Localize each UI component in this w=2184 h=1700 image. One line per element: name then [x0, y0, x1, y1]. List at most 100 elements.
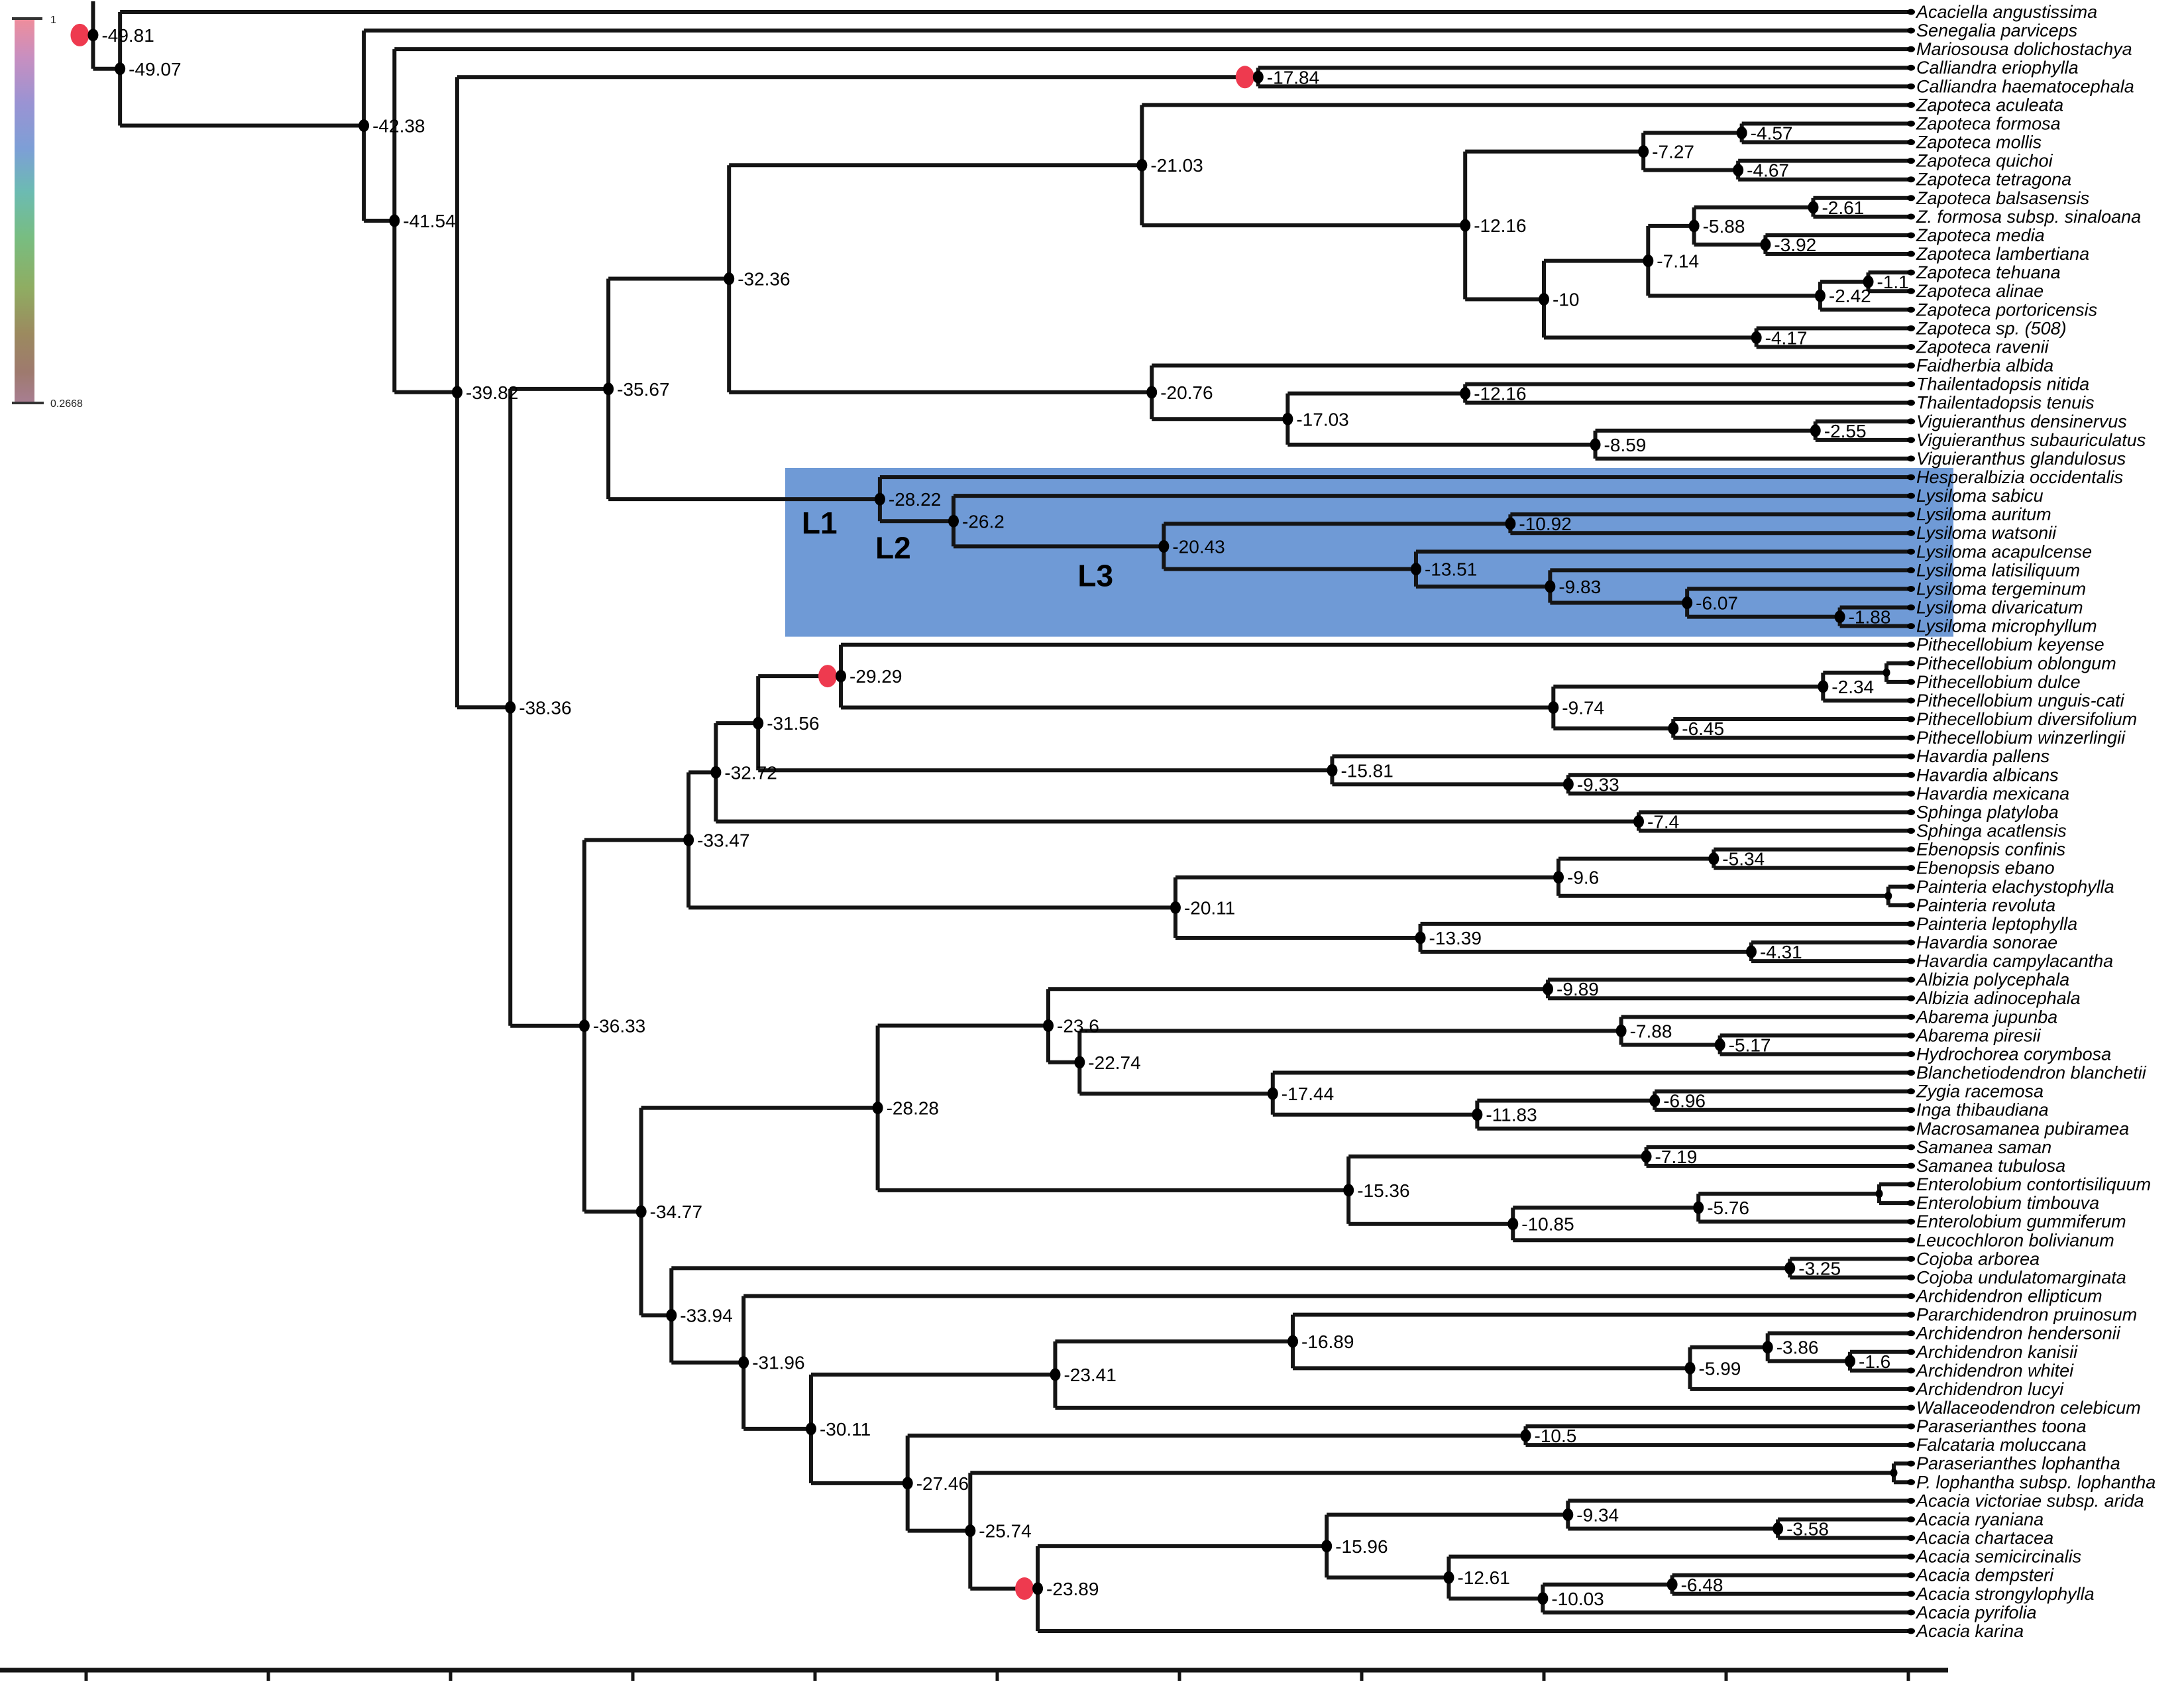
tip-species-label: Z. formosa subsp. sinaloana: [1916, 207, 2141, 227]
node-age-label: -39.82: [466, 382, 518, 403]
tip-end-marker: [1907, 1516, 1915, 1522]
tip-species-label: Sphinga platyloba: [1916, 802, 2059, 822]
tip-species-label: Acacia chartacea: [1915, 1528, 2053, 1548]
internal-node-dot: [389, 214, 400, 227]
tip-end-marker: [1907, 1591, 1915, 1597]
tip-end-marker: [1907, 306, 1915, 313]
internal-node-dot: [1050, 1368, 1061, 1381]
node-age-label: -21.03: [1150, 155, 1203, 176]
internal-node-dot: [1267, 1087, 1278, 1100]
tip-end-marker: [1907, 734, 1915, 741]
tip-end-marker: [1907, 1442, 1915, 1448]
tip-species-label: Zygia racemosa: [1916, 1082, 2044, 1102]
node-age-label: -30.11: [820, 1419, 871, 1440]
tip-species-label: Archidendron whitei: [1915, 1361, 2074, 1381]
tip-species-label: Lysiloma divaricatum: [1916, 598, 2083, 618]
node-age-label: -9.83: [1558, 577, 1601, 597]
internal-node-dot: [1863, 275, 1874, 288]
tip-end-marker: [1907, 1628, 1915, 1634]
node-age-label: -5.88: [1703, 216, 1745, 237]
tip-end-marker: [1907, 1125, 1915, 1132]
tip-species-label: Havardia mexicana: [1916, 783, 2069, 803]
tip-end-marker: [1907, 288, 1915, 294]
internal-node-dot: [1590, 438, 1601, 451]
tip-end-marker: [1907, 1032, 1915, 1039]
node-age-label: -9.74: [1562, 697, 1604, 718]
node-age-label: -10.92: [1519, 514, 1571, 534]
internal-node-dot: [1505, 517, 1516, 530]
node-age-label: -31.56: [767, 713, 819, 734]
tip-species-label: Archidendron hendersonii: [1915, 1324, 2121, 1343]
tip-species-label: Zapoteca tetragona: [1916, 170, 2071, 190]
tip-end-marker: [1907, 1330, 1915, 1337]
internal-node-dot: [1641, 1150, 1652, 1163]
node-age-label: -20.43: [1172, 536, 1225, 557]
internal-node-dot: [1834, 610, 1845, 624]
tip-end-marker: [1907, 1050, 1915, 1057]
tip-end-marker: [1907, 771, 1915, 778]
internal-node-dot: [1693, 1201, 1704, 1214]
tip-end-marker: [1907, 213, 1915, 220]
tip-end-marker: [1907, 753, 1915, 760]
tip-species-label: Zapoteca aculeata: [1916, 95, 2063, 115]
clade-label-l2: L2: [875, 530, 911, 565]
tip-end-marker: [1907, 381, 1915, 388]
tip-species-label: Falcataria moluccana: [1916, 1435, 2087, 1455]
tip-species-label: Hesperalbizia occidentalis: [1916, 467, 2123, 487]
tip-end-marker: [1907, 902, 1915, 909]
node-age-label: -26.2: [962, 511, 1005, 532]
internal-node-dot: [1733, 164, 1744, 177]
tip-species-label: Samanea saman: [1916, 1137, 2051, 1157]
node-age-label: -6.45: [1682, 718, 1724, 739]
tip-end-marker: [1907, 1162, 1915, 1169]
node-age-label: -9.6: [1567, 868, 1599, 888]
tip-end-marker: [1907, 604, 1915, 611]
red-highlight-node: [818, 665, 838, 688]
node-age-label: -25.74: [979, 1521, 1031, 1542]
internal-node-dot: [1751, 331, 1762, 344]
node-age-label: -35.67: [617, 379, 669, 400]
tip-end-marker: [1907, 418, 1915, 425]
tip-species-label: Calliandra eriophylla: [1916, 58, 2079, 78]
node-age-label: -4.57: [1751, 123, 1793, 144]
node-age-label: -5.34: [1722, 849, 1765, 870]
tip-end-marker: [1907, 883, 1915, 890]
node-age-label: -17.44: [1282, 1084, 1334, 1104]
node-age-label: -9.34: [1576, 1504, 1619, 1525]
tip-end-marker: [1907, 474, 1915, 481]
internal-node-dot: [1136, 158, 1148, 172]
node-age-label: -31.96: [752, 1353, 804, 1373]
tip-species-label: Enterolobium contortisiliquum: [1916, 1174, 2151, 1194]
tip-end-marker: [1907, 828, 1915, 834]
tip-end-marker: [1907, 64, 1915, 71]
internal-node-dot: [1773, 1522, 1784, 1536]
tip-end-marker: [1907, 1088, 1915, 1095]
tip-end-marker: [1907, 697, 1915, 704]
tip-end-marker: [1907, 1367, 1915, 1374]
tip-end-marker: [1907, 921, 1915, 927]
internal-node-dot: [1668, 722, 1679, 735]
tip-species-label: Lysiloma acapulcense: [1916, 541, 2092, 561]
tip-species-label: Paraserianthes toona: [1916, 1416, 2087, 1436]
tip-species-label: Enterolobium gummiferum: [1916, 1212, 2126, 1231]
tip-end-marker: [1907, 790, 1915, 797]
tip-species-label: Havardia campylacantha: [1916, 951, 2113, 971]
tip-species-label: Pithecellobium unguis-cati: [1916, 691, 2125, 710]
tip-species-label: Faidherbia albida: [1916, 356, 2053, 376]
tip-species-label: Cojoba arborea: [1916, 1249, 2040, 1269]
tip-species-label: Abarema jupunba: [1915, 1007, 2057, 1027]
tip-species-label: Thailentadopsis tenuis: [1916, 393, 2095, 413]
tip-species-label: Enterolobium timbouva: [1916, 1193, 2099, 1213]
internal-node-dot: [1282, 412, 1293, 425]
node-age-label: -38.36: [519, 697, 571, 718]
tip-end-marker: [1907, 195, 1915, 201]
tip-end-marker: [1907, 1423, 1915, 1430]
node-age-label: -36.33: [593, 1016, 645, 1037]
node-age-label: -11.83: [1486, 1105, 1537, 1125]
internal-node-dot: [1543, 982, 1554, 995]
red-highlight-node: [1235, 66, 1254, 89]
internal-node-dot: [1460, 219, 1471, 232]
node-age-label: -49.81: [101, 25, 154, 46]
tip-end-marker: [1907, 1535, 1915, 1542]
